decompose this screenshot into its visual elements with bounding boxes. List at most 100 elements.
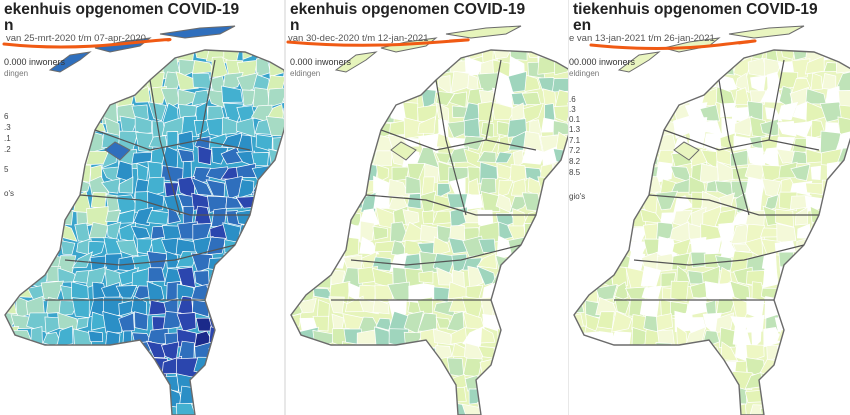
municipality-cell xyxy=(135,358,154,377)
municipality-cell xyxy=(522,340,545,363)
municipality-cells xyxy=(291,50,570,415)
municipality-cell xyxy=(330,390,351,404)
municipality-cell xyxy=(296,205,319,223)
municipality-cell xyxy=(492,50,514,60)
municipality-cell xyxy=(252,206,272,229)
legend-value: 8.5 xyxy=(569,168,581,177)
municipality-cell xyxy=(13,253,34,273)
municipality-cell xyxy=(5,343,18,363)
municipality-cell xyxy=(644,58,662,80)
municipality-cell xyxy=(715,60,735,76)
municipality-cell xyxy=(522,102,544,124)
municipality-cell xyxy=(690,251,707,268)
municipality-cell xyxy=(418,270,434,284)
municipality-cell xyxy=(715,402,737,415)
municipality-cell xyxy=(467,178,481,198)
municipality-cell xyxy=(252,191,274,215)
municipality-cell xyxy=(716,388,737,405)
municipality-cell xyxy=(328,147,350,170)
municipality-cell xyxy=(807,281,823,301)
municipality-cell xyxy=(733,135,752,152)
municipality-cell xyxy=(610,138,626,148)
municipality-cell xyxy=(132,50,152,63)
municipality-cell xyxy=(238,331,259,348)
municipality-cell xyxy=(719,50,739,59)
municipality-cell xyxy=(766,71,782,91)
municipality-cell xyxy=(538,341,558,364)
municipality-cell xyxy=(511,357,531,378)
municipality-cell xyxy=(655,92,678,110)
municipality-cell xyxy=(670,280,689,302)
municipality-cell xyxy=(836,371,850,394)
municipality-cell xyxy=(524,74,541,92)
municipality-cell xyxy=(268,317,284,332)
municipality-cell xyxy=(574,208,587,225)
municipality-cell xyxy=(687,270,704,285)
municipality-cell xyxy=(373,385,393,409)
municipality-cell xyxy=(70,117,88,133)
municipality-cell xyxy=(359,121,381,139)
municipality-cell xyxy=(536,376,558,391)
municipality-cell xyxy=(314,180,336,195)
municipality-cell xyxy=(730,50,750,62)
municipality-cell xyxy=(329,116,348,140)
municipality-cell xyxy=(291,402,304,415)
municipality-cell xyxy=(56,355,80,380)
municipality-cell xyxy=(251,313,268,333)
municipality-cell xyxy=(299,404,320,415)
subtitle-label: eldingen xyxy=(569,69,600,78)
municipality-cell xyxy=(100,178,121,194)
municipality-cell xyxy=(311,165,331,182)
municipality-cell xyxy=(631,361,648,379)
municipality-cell xyxy=(376,72,395,92)
municipality-cell xyxy=(774,240,796,253)
municipality-cell xyxy=(300,146,318,168)
municipality-cell xyxy=(5,86,17,109)
municipality-cell xyxy=(270,400,284,415)
municipality-cell xyxy=(823,29,842,46)
municipality-cell xyxy=(103,57,124,78)
municipality-cell xyxy=(596,73,617,93)
municipality-cell xyxy=(552,400,570,415)
municipality-cell xyxy=(348,177,361,200)
municipality-cell xyxy=(600,210,615,227)
legend-value: .2 xyxy=(4,145,11,154)
municipality-cell xyxy=(809,376,829,390)
municipality-cell xyxy=(388,70,408,91)
municipality-cell xyxy=(778,403,794,415)
municipality-cell xyxy=(238,224,258,243)
municipality-cell xyxy=(837,190,850,212)
municipality-cell xyxy=(267,326,284,347)
municipality-cell xyxy=(609,101,634,125)
province-border xyxy=(199,59,216,141)
municipality-cell xyxy=(208,347,224,362)
municipality-cell xyxy=(28,162,48,181)
municipality-cell xyxy=(451,269,465,288)
municipality-cell xyxy=(357,403,380,415)
municipality-cell xyxy=(331,313,345,334)
municipality-cell xyxy=(837,340,850,363)
municipality-cell xyxy=(491,101,516,121)
municipality-cell xyxy=(820,281,839,301)
municipality-cell xyxy=(835,285,850,304)
municipality-cell xyxy=(794,206,809,226)
municipality-cell xyxy=(508,345,531,361)
municipality-cell xyxy=(823,220,839,240)
municipality-cell xyxy=(610,87,633,109)
municipality-cell xyxy=(390,372,409,392)
municipality-cell xyxy=(58,87,80,106)
municipality-cell xyxy=(808,329,826,350)
municipality-cell xyxy=(609,150,633,168)
municipality-cell xyxy=(685,371,706,391)
municipality-cell xyxy=(61,73,79,94)
municipality-cell xyxy=(26,73,50,89)
municipality-cell xyxy=(625,117,649,139)
municipality-cell xyxy=(701,57,724,79)
municipality-cell xyxy=(791,310,814,334)
municipality-cell xyxy=(609,355,630,380)
municipality-cell xyxy=(494,151,513,164)
municipality-cell xyxy=(59,389,77,409)
municipality-cell xyxy=(796,238,811,259)
municipality-cell xyxy=(408,392,424,408)
municipality-cell xyxy=(764,373,780,390)
